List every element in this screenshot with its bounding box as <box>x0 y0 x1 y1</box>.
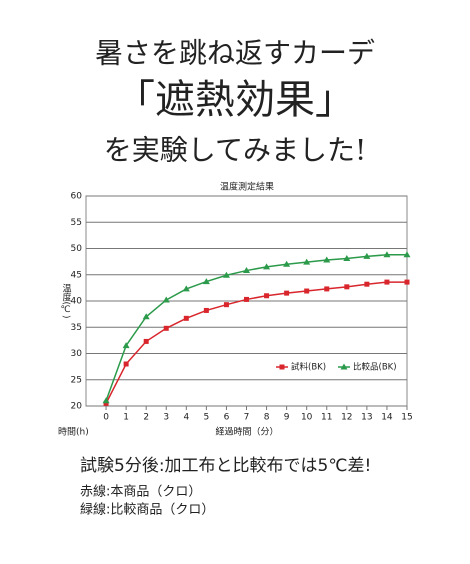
summary: 試験5分後:加工布と比較布では5℃差! <box>80 456 371 476</box>
line <box>105 254 407 402</box>
marker <box>263 263 271 270</box>
x-tick-label: 15 <box>401 413 412 423</box>
marker <box>404 279 410 285</box>
marker <box>283 260 291 267</box>
marker <box>143 338 149 344</box>
marker <box>243 267 250 274</box>
y-tick-label: 30 <box>71 349 83 359</box>
x-tick-label: 6 <box>224 413 230 423</box>
x-tick-label: 7 <box>244 413 250 423</box>
marker <box>222 271 230 278</box>
marker <box>244 296 249 302</box>
marker <box>163 325 169 331</box>
y-tick-label: 55 <box>71 218 82 228</box>
x-tick-label: 12 <box>341 413 352 423</box>
x-tick-label: 4 <box>183 413 189 423</box>
marker <box>223 302 229 308</box>
marker <box>363 252 371 259</box>
marker <box>304 288 310 294</box>
note: 赤線:本商品（クロ） <box>80 484 201 500</box>
y-tick-label: 35 <box>71 323 82 333</box>
marker <box>344 284 350 290</box>
marker <box>203 307 209 313</box>
y-tick-label: 45 <box>71 270 82 280</box>
marker <box>183 315 189 321</box>
legend-label: 試料(BK) <box>291 362 326 373</box>
x-tick-label: 5 <box>204 413 210 423</box>
chart-title: 温度測定結果 <box>220 181 274 193</box>
note: 緑線:比較商品（クロ） <box>80 502 214 518</box>
marker <box>340 363 348 370</box>
x-tick-label: 8 <box>264 413 270 423</box>
x-tick-label: 11 <box>321 413 332 423</box>
marker <box>182 285 190 292</box>
marker <box>343 254 351 261</box>
marker <box>102 397 110 404</box>
line <box>105 281 407 404</box>
x-tick-label: 9 <box>284 413 290 423</box>
marker <box>384 279 390 285</box>
x-tick-label: 1 <box>123 413 129 423</box>
marker <box>303 258 311 265</box>
y-tick-label: 40 <box>71 297 83 307</box>
marker <box>142 313 150 320</box>
x-axis-label: 経過時間（分） <box>215 426 278 438</box>
marker <box>162 296 170 303</box>
x-tick-label: 10 <box>301 413 313 423</box>
y-tick-label: 20 <box>71 402 83 412</box>
legend-label: 比較品(BK) <box>353 362 397 373</box>
marker <box>122 342 130 349</box>
marker <box>364 281 370 287</box>
y-axis-label: 温度(℃) <box>61 283 72 318</box>
marker <box>279 364 285 370</box>
x-tick-label: 14 <box>381 413 393 423</box>
x-unit-label: 時間(h) <box>58 427 89 438</box>
x-tick-label: 3 <box>163 413 169 423</box>
marker <box>403 251 411 258</box>
marker <box>264 293 270 299</box>
x-tick-label: 13 <box>361 413 372 423</box>
y-tick-label: 25 <box>71 375 82 385</box>
marker <box>123 361 129 367</box>
marker <box>284 290 290 296</box>
marker <box>202 278 210 285</box>
header-line: を実験してみました! <box>104 134 366 167</box>
marker <box>103 400 109 406</box>
x-tick-label: 0 <box>103 413 109 423</box>
header-title: 「遮熱効果」 <box>115 77 355 123</box>
header-line: 暑さを跳ね返すカーデ <box>95 37 375 70</box>
y-tick-label: 50 <box>71 244 83 254</box>
marker <box>383 251 391 258</box>
x-tick-label: 2 <box>143 413 149 423</box>
y-tick-label: 60 <box>71 192 83 202</box>
marker <box>324 286 330 292</box>
marker <box>323 256 331 263</box>
